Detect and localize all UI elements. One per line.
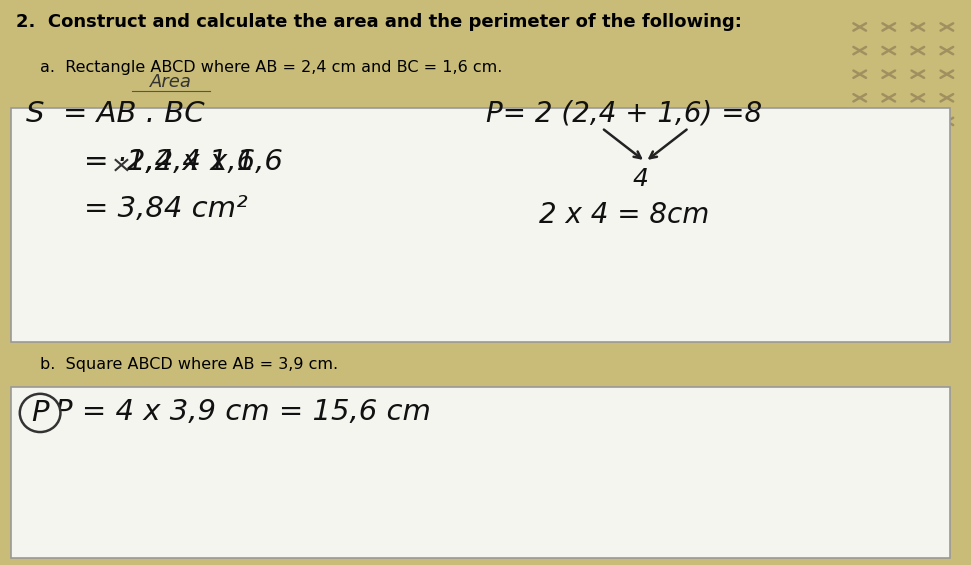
Text: =  2,4 x 1,6: = 2,4 x 1,6 bbox=[84, 147, 254, 176]
Text: 4: 4 bbox=[632, 167, 649, 191]
Text: Area: Area bbox=[150, 73, 191, 92]
Text: a.  Rectangle ABCD where AB = 2,4 cm and BC = 1,6 cm.: a. Rectangle ABCD where AB = 2,4 cm and … bbox=[40, 60, 503, 75]
Text: P= 2 (2,4 + 1,6) =8: P= 2 (2,4 + 1,6) =8 bbox=[486, 100, 761, 128]
Bar bbox=[11, 108, 951, 341]
Text: S  = AB . BC: S = AB . BC bbox=[25, 100, 204, 128]
Text: 2 x 4 = 8cm: 2 x 4 = 8cm bbox=[539, 201, 709, 229]
Text: 2.  Construct and calculate the area and the perimeter of the following:: 2. Construct and calculate the area and … bbox=[16, 12, 742, 31]
Text: P: P bbox=[31, 399, 49, 427]
Bar bbox=[11, 386, 951, 558]
Text: = 3,84 cm²: = 3,84 cm² bbox=[84, 195, 248, 223]
Text: b.  Square ABCD where AB = 3,9 cm.: b. Square ABCD where AB = 3,9 cm. bbox=[40, 357, 338, 372]
Text: P = 4 x 3,9 cm = 15,6 cm: P = 4 x 3,9 cm = 15,6 cm bbox=[54, 398, 430, 426]
Text: = ‧1,2,4 x 1,6: = ‧1,2,4 x 1,6 bbox=[84, 147, 283, 176]
Ellipse shape bbox=[19, 394, 60, 432]
